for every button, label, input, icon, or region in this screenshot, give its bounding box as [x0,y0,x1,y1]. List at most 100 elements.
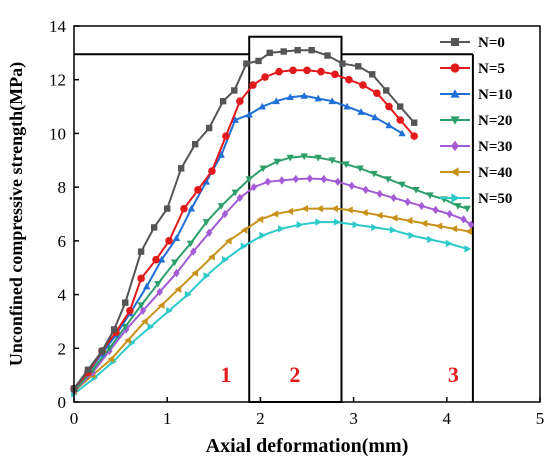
data-point [98,347,106,355]
x-tick-label: 5 [536,409,545,428]
data-point [446,209,453,219]
y-tick-label: 12 [49,71,66,90]
data-point [150,224,158,231]
data-point [408,231,416,240]
series-layer [70,46,475,398]
data-point [231,189,239,197]
data-point [156,287,163,297]
region-label-2: 2 [289,362,300,387]
data-point [110,326,118,333]
y-tick-label: 6 [58,232,67,251]
data-point [208,253,215,261]
data-point [405,217,413,225]
data-point [308,46,315,54]
data-point [362,185,369,194]
data-point [121,323,129,331]
data-point [221,209,229,219]
data-point [465,227,473,236]
x-tick-label: 4 [443,409,452,428]
data-point [397,103,404,110]
data-point [328,97,336,105]
data-point [177,165,185,172]
data-point [243,60,250,67]
data-point [328,157,336,165]
legend: N=0 N=5 N=10 N=20 N=30 N=40 N=50 [440,35,512,207]
data-point [389,226,397,234]
data-point [289,66,297,75]
data-point [217,151,225,158]
data-point [165,237,173,245]
legend-label: N=5 [478,61,505,77]
data-point [137,274,145,283]
series-line [73,49,415,390]
legend-item: N=10 [440,87,512,103]
data-point [266,49,273,57]
data-point [275,67,283,76]
data-point [317,67,325,76]
data-point [278,225,285,233]
data-point [445,239,453,248]
data-point [217,203,225,210]
series-n-40 [70,204,473,395]
data-point [306,174,313,183]
data-point [467,220,475,229]
data-point [300,91,308,99]
data-point [256,215,264,224]
data-point [245,176,253,183]
data-point [296,221,304,229]
region-label-3: 3 [448,362,459,387]
data-point [352,221,360,229]
data-point [420,219,428,228]
data-point [355,63,362,70]
data-point [157,255,166,263]
legend-marker [450,116,460,125]
series-n-0 [70,46,418,392]
data-point [348,181,355,190]
region-label-1: 1 [220,362,231,387]
data-point [264,177,272,186]
y-axis-label: Unconfined compressive strength(MPa) [6,62,27,366]
region-labels: 1 2 3 [220,362,458,387]
data-point [249,81,257,89]
series-n-20 [70,153,471,396]
data-point [272,97,280,105]
data-point [240,242,248,250]
data-point [190,247,197,256]
data-point [333,218,341,226]
legend-marker [451,140,459,152]
series-line [73,155,468,392]
data-point [418,201,425,211]
data-point [384,176,392,183]
data-point [250,182,258,192]
data-point [390,193,397,203]
series-line [73,177,472,393]
data-point [236,97,244,105]
legend-label: N=50 [478,191,512,207]
data-point [84,366,92,373]
legend-marker [450,89,460,98]
y-tick-label: 0 [58,393,67,412]
data-point [320,174,327,184]
data-point [278,176,286,185]
data-point [157,301,165,309]
data-point [390,214,398,222]
legend-item: N=50 [440,191,512,207]
legend-label: N=10 [478,87,512,103]
data-point [385,102,393,111]
y-tick-label: 8 [58,178,67,197]
data-point [346,206,353,214]
data-point [170,259,179,267]
data-point [300,153,308,161]
data-point [124,336,131,344]
data-point [240,226,248,234]
data-point [122,325,130,334]
data-point [294,46,301,54]
data-point [180,204,188,213]
data-point [259,231,267,240]
data-point [292,174,300,184]
data-point [147,323,155,331]
series-line [73,221,468,395]
y-tick-label: 10 [49,124,66,143]
data-point [450,225,458,233]
